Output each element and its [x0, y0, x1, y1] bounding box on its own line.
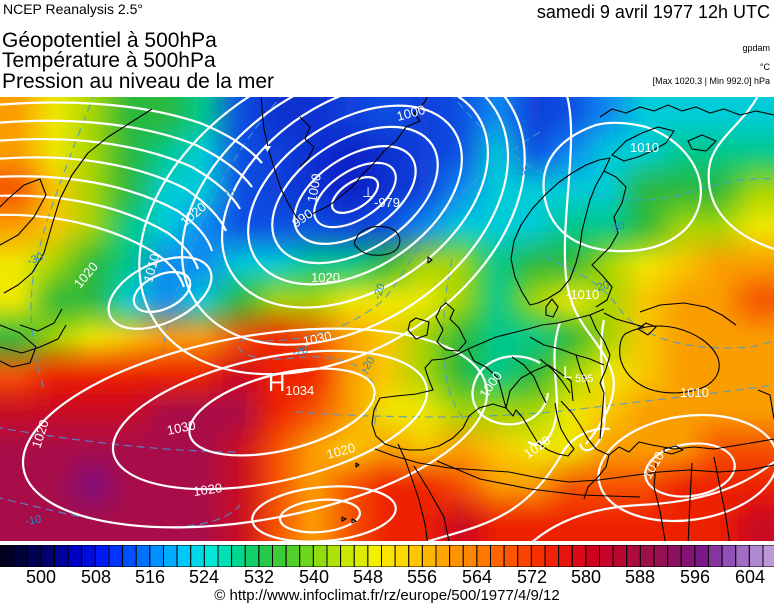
svg-text:-979: -979 — [374, 195, 400, 210]
svg-text:⊥: ⊥ — [362, 184, 374, 200]
svg-text:-10: -10 — [24, 513, 42, 528]
svg-text:-30: -30 — [514, 163, 533, 180]
svg-text:1020: 1020 — [192, 480, 223, 499]
svg-text:30: 30 — [611, 219, 627, 234]
svg-text:1030: 1030 — [302, 328, 333, 349]
svg-text:1020: 1020 — [311, 270, 340, 285]
svg-text:-30: -30 — [26, 251, 45, 268]
svg-text:20: 20 — [596, 279, 611, 294]
svg-text:595: 595 — [575, 373, 593, 385]
svg-text:1010: 1010 — [680, 385, 709, 400]
svg-text:L: L — [563, 363, 572, 382]
svg-text:1030: 1030 — [166, 417, 197, 438]
svg-text:1010: 1010 — [630, 140, 659, 155]
svg-text:-1010: -1010 — [566, 287, 599, 302]
svg-text:-20: -20 — [371, 282, 387, 301]
svg-text:1000: 1000 — [304, 172, 324, 203]
svg-text:1010: 1010 — [140, 252, 162, 284]
svg-text:1000: 1000 — [395, 102, 427, 124]
svg-text:-20: -20 — [291, 344, 309, 359]
svg-text:1020: 1020 — [325, 440, 357, 462]
